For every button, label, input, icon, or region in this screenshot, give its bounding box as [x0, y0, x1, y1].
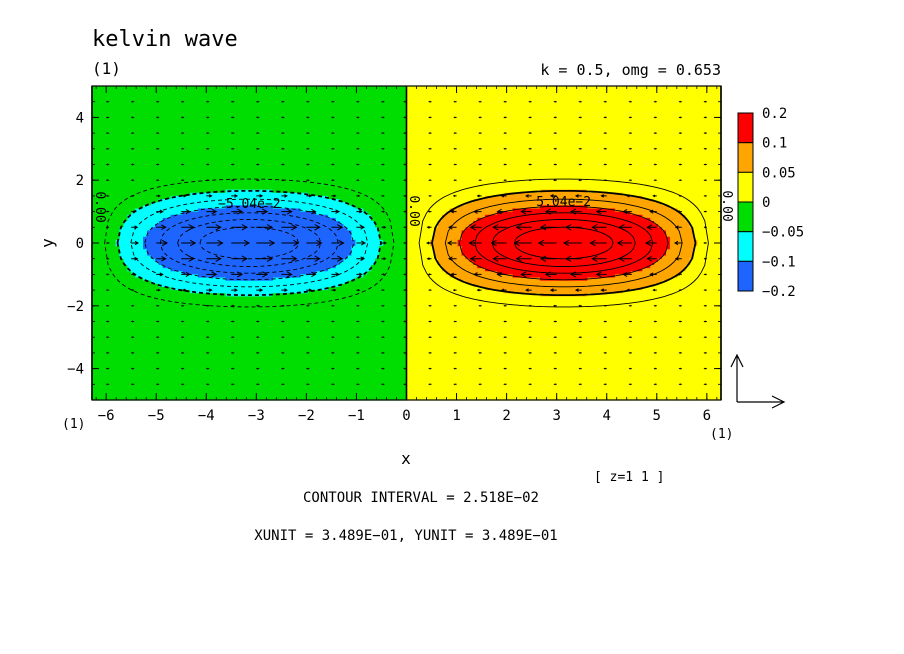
panel-number-label: (1) [92, 59, 121, 78]
plot-area: −5.04e−2 5.04e−20.00 0.00 0.00 −6 −5 −4 −3 −2 −1… [67, 86, 734, 424]
parameter-label: k = 0.5, omg = 0.653 [540, 61, 721, 79]
chart-title: kelvin wave [92, 27, 238, 52]
